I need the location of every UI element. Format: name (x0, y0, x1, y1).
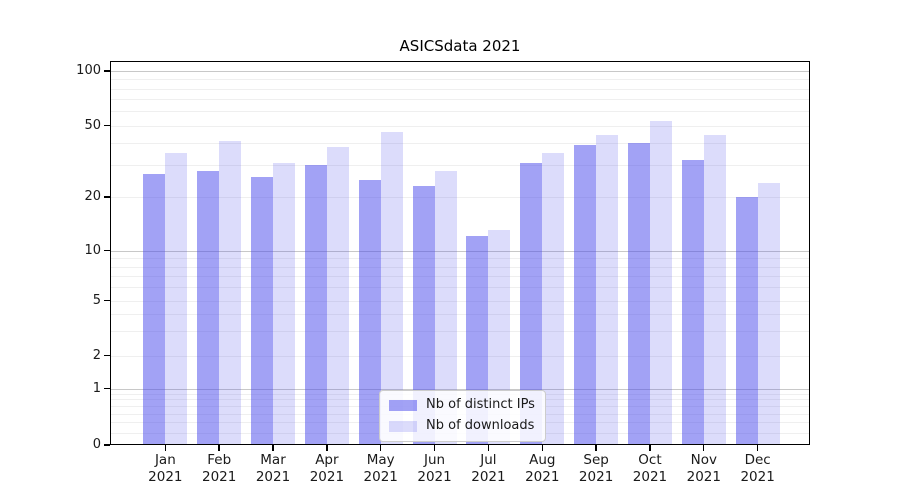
legend-label-downloads: Nb of downloads (426, 418, 535, 433)
legend-label-distinct-ips: Nb of distinct IPs (426, 397, 535, 412)
bar-ips-Nov (681, 160, 704, 445)
minor-gridline-60 (110, 111, 810, 113)
bar-ips-Mar (251, 176, 274, 445)
minor-gridline-9 (110, 258, 810, 260)
y-tick-label-0: 0 (92, 437, 101, 452)
y-tick-label-5: 5 (92, 292, 101, 308)
bar-downloads-Nov (703, 135, 726, 445)
legend-entry-distinct-ips: Nb of distinct IPs (389, 397, 536, 413)
bar-ips-Oct (627, 142, 650, 445)
x-tick-mark-Mar (272, 445, 274, 451)
minor-gridline-80 (110, 88, 810, 90)
x-tick-label-Jun: Jun 2021 (417, 452, 452, 485)
bar-ips-Jun (412, 186, 435, 445)
bar-downloads-May (380, 132, 403, 445)
minor-gridline-30 (110, 165, 810, 167)
bar-downloads-Jan (165, 153, 188, 445)
x-tick-mark-Aug (541, 445, 543, 451)
minor-gridline-2 (110, 355, 810, 357)
minor-gridline-7 (110, 276, 810, 278)
legend-swatch-downloads (389, 420, 417, 432)
x-tick-mark-Nov (703, 445, 705, 451)
y-tick-mark-10 (104, 249, 110, 252)
minor-gridline-70 (110, 99, 810, 101)
x-tick-mark-Dec (756, 445, 759, 451)
x-tick-mark-Jul (487, 445, 490, 451)
bar-downloads-Aug (542, 153, 565, 445)
bar-downloads-Sep (596, 135, 619, 445)
y-tick-label-2: 2 (92, 347, 101, 363)
x-tick-mark-Feb (218, 445, 220, 451)
minor-gridline-6 (110, 287, 810, 289)
y-tick-mark-20 (104, 196, 110, 198)
bar-ips-Jan (143, 173, 166, 445)
bar-ips-Aug (520, 162, 543, 445)
bar-downloads-Mar (273, 162, 296, 445)
y-tick-mark-1 (104, 387, 110, 390)
bar-downloads-Jun (434, 170, 457, 445)
bar-ips-Apr (304, 165, 327, 445)
x-tick-label-Nov: Nov 2021 (686, 452, 721, 485)
major-gridline-1 (110, 388, 810, 390)
y-tick-label-1: 1 (92, 380, 101, 396)
y-tick-label-20: 20 (84, 189, 101, 204)
bar-downloads-Feb (219, 140, 242, 445)
plot-area: Nb of distinct IPs Nb of downloads (110, 61, 810, 445)
y-tick-label-100: 100 (76, 63, 101, 78)
y-tick-mark-5 (104, 299, 110, 302)
x-tick-mark-Apr (326, 445, 328, 451)
x-tick-label-May: May 2021 (363, 452, 398, 485)
minor-gridline-3 (110, 331, 810, 333)
x-tick-label-Oct: Oct 2021 (632, 452, 668, 485)
minor-gridline-5 (110, 300, 810, 302)
x-tick-label-Feb: Feb 2021 (202, 452, 237, 485)
x-tick-mark-Sep (595, 445, 597, 451)
legend-entry-downloads: Nb of downloads (389, 418, 536, 434)
x-tick-label-Jan: Jan 2021 (148, 452, 183, 485)
bar-ips-Dec (735, 197, 758, 445)
bar-downloads-Dec (757, 182, 780, 445)
x-tick-mark-Oct (649, 445, 651, 451)
x-tick-mark-May (380, 445, 382, 451)
minor-gridline-90 (110, 79, 810, 81)
x-tick-mark-Jan (164, 445, 167, 451)
bar-ips-Sep (574, 144, 597, 445)
y-tick-label-10: 10 (84, 242, 101, 258)
x-tick-mark-Jun (433, 445, 436, 451)
y-tick-label-50: 50 (84, 117, 101, 133)
y-tick-mark-2 (104, 354, 110, 357)
minor-gridline-50 (110, 125, 810, 127)
bar-downloads-Apr (326, 146, 349, 445)
y-tick-mark-0 (104, 444, 110, 446)
minor-gridline-20 (110, 197, 810, 198)
y-tick-mark-50 (104, 124, 110, 127)
x-tick-label-Sep: Sep 2021 (578, 452, 614, 485)
minor-gridline-8 (110, 266, 810, 268)
x-tick-label-Aug: Aug 2021 (525, 452, 560, 485)
minor-gridline-4 (110, 313, 810, 315)
major-gridline-10 (110, 250, 810, 252)
chart-title: ASICSdata 2021 (399, 37, 521, 55)
x-tick-label-Jul: Jul 2021 (471, 452, 506, 485)
legend-swatch-distinct-ips (389, 399, 417, 411)
bar-ips-May (358, 179, 381, 445)
minor-gridline-40 (110, 142, 810, 144)
bar-downloads-Oct (649, 120, 672, 445)
bar-ips-Feb (197, 170, 220, 445)
x-tick-label-Apr: Apr 2021 (309, 452, 345, 485)
x-tick-label-Dec: Dec 2021 (740, 452, 775, 485)
x-tick-label-Mar: Mar 2021 (255, 452, 291, 485)
legend: Nb of distinct IPs Nb of downloads (379, 390, 546, 442)
major-gridline-100 (110, 71, 810, 72)
y-tick-mark-100 (104, 70, 110, 72)
